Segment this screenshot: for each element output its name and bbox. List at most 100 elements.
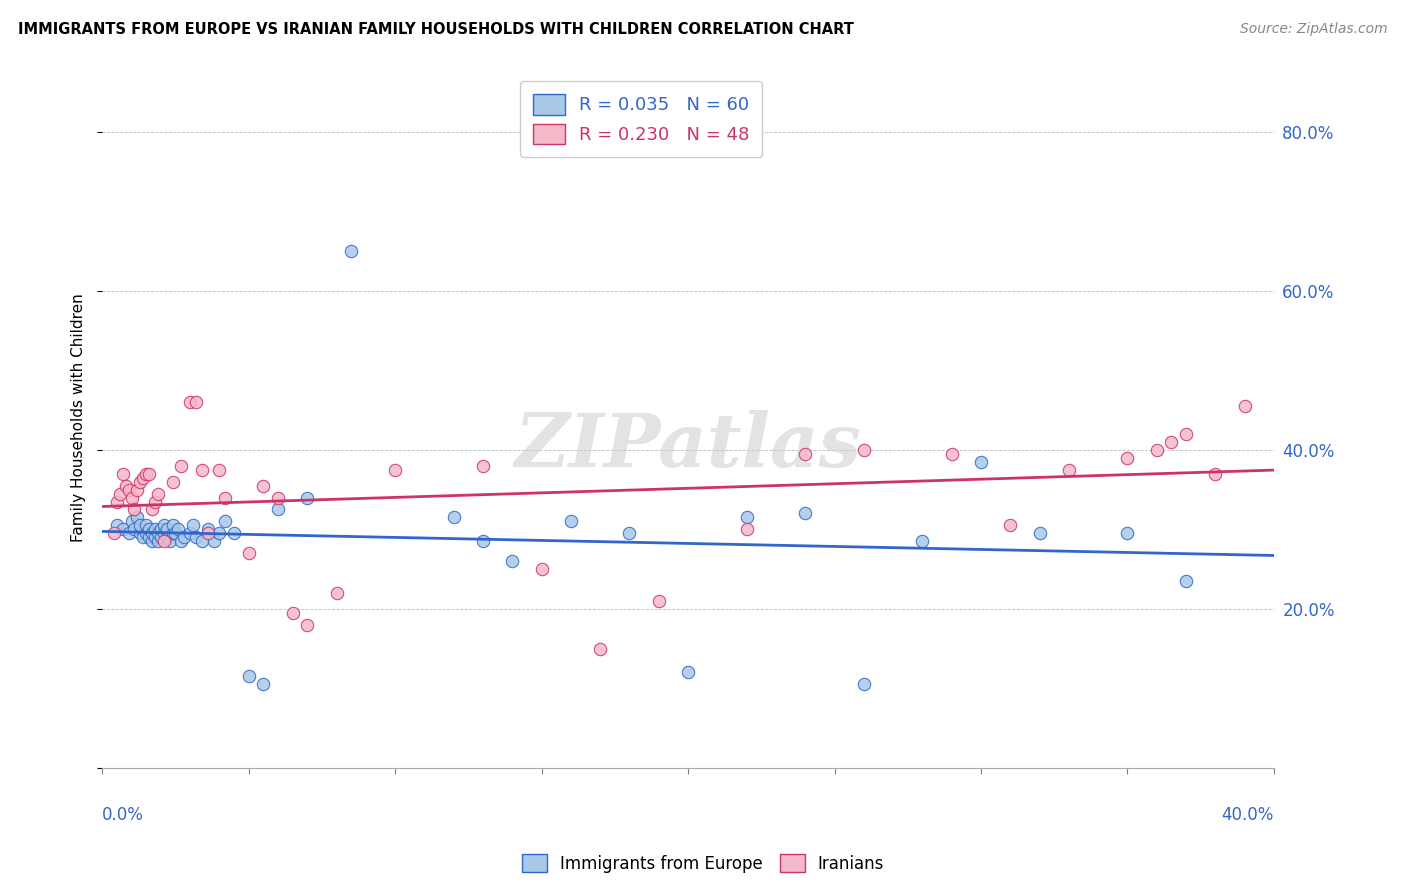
Point	[105, 518, 128, 533]
Point	[1160, 434, 1182, 449]
Point	[141, 526, 163, 541]
Point	[132, 530, 155, 544]
Point	[167, 522, 190, 536]
Point	[121, 515, 143, 529]
Point	[179, 395, 201, 409]
Point	[191, 534, 214, 549]
Point	[501, 554, 523, 568]
Point	[252, 677, 274, 691]
Point	[111, 467, 134, 481]
Point	[156, 530, 179, 544]
Point	[1000, 518, 1022, 533]
Point	[170, 534, 193, 549]
Point	[1175, 427, 1198, 442]
Point	[156, 522, 179, 536]
Point	[146, 526, 169, 541]
Point	[1175, 574, 1198, 588]
Point	[181, 518, 204, 533]
Point	[138, 530, 160, 544]
Point	[135, 518, 157, 533]
Point	[117, 526, 139, 541]
Point	[143, 530, 166, 544]
Point	[197, 522, 219, 536]
Point	[794, 447, 817, 461]
Point	[124, 522, 146, 536]
Point	[191, 463, 214, 477]
Point	[208, 463, 231, 477]
Point	[129, 518, 152, 533]
Text: IMMIGRANTS FROM EUROPE VS IRANIAN FAMILY HOUSEHOLDS WITH CHILDREN CORRELATION CH: IMMIGRANTS FROM EUROPE VS IRANIAN FAMILY…	[18, 22, 855, 37]
Point	[165, 526, 187, 541]
Point	[170, 458, 193, 473]
Point	[149, 522, 172, 536]
Text: ZIPatlas: ZIPatlas	[515, 409, 862, 483]
Point	[117, 483, 139, 497]
Point	[162, 475, 184, 489]
Point	[340, 244, 363, 259]
Point	[143, 522, 166, 536]
Legend: R = 0.035   N = 60, R = 0.230   N = 48: R = 0.035 N = 60, R = 0.230 N = 48	[520, 81, 762, 157]
Point	[108, 486, 131, 500]
Point	[560, 515, 582, 529]
Point	[214, 491, 236, 505]
Point	[619, 526, 641, 541]
Point	[735, 522, 758, 536]
Point	[129, 475, 152, 489]
Point	[267, 502, 290, 516]
Point	[325, 586, 347, 600]
Point	[1028, 526, 1050, 541]
Point	[138, 467, 160, 481]
Point	[911, 534, 934, 549]
Point	[1116, 450, 1139, 465]
Point	[105, 494, 128, 508]
Point	[281, 606, 304, 620]
Legend: Immigrants from Europe, Iranians: Immigrants from Europe, Iranians	[515, 847, 891, 880]
Point	[135, 526, 157, 541]
Point	[1146, 442, 1168, 457]
Text: Source: ZipAtlas.com: Source: ZipAtlas.com	[1240, 22, 1388, 37]
Point	[135, 467, 157, 481]
Point	[121, 491, 143, 505]
Point	[214, 515, 236, 529]
Text: 0.0%: 0.0%	[103, 806, 143, 824]
Point	[252, 478, 274, 492]
Point	[159, 534, 181, 549]
Point	[111, 522, 134, 536]
Point	[162, 526, 184, 541]
Point	[1057, 463, 1080, 477]
Point	[152, 534, 174, 549]
Point	[114, 478, 136, 492]
Point	[184, 530, 207, 544]
Point	[143, 494, 166, 508]
Point	[103, 526, 125, 541]
Point	[184, 395, 207, 409]
Point	[297, 617, 319, 632]
Point	[589, 641, 612, 656]
Point	[297, 491, 319, 505]
Point	[676, 665, 699, 680]
Point	[141, 534, 163, 549]
Point	[1116, 526, 1139, 541]
Point	[202, 534, 225, 549]
Point	[852, 677, 875, 691]
Text: 40.0%: 40.0%	[1222, 806, 1274, 824]
Point	[138, 522, 160, 536]
Point	[384, 463, 406, 477]
Point	[197, 526, 219, 541]
Point	[970, 455, 993, 469]
Point	[152, 518, 174, 533]
Point	[179, 526, 201, 541]
Point	[162, 518, 184, 533]
Point	[735, 510, 758, 524]
Point	[127, 510, 149, 524]
Point	[472, 534, 495, 549]
Point	[141, 502, 163, 516]
Point	[443, 510, 465, 524]
Point	[648, 594, 671, 608]
Point	[129, 526, 152, 541]
Point	[222, 526, 245, 541]
Point	[146, 486, 169, 500]
Point	[173, 530, 195, 544]
Y-axis label: Family Households with Children: Family Households with Children	[72, 293, 86, 542]
Point	[149, 530, 172, 544]
